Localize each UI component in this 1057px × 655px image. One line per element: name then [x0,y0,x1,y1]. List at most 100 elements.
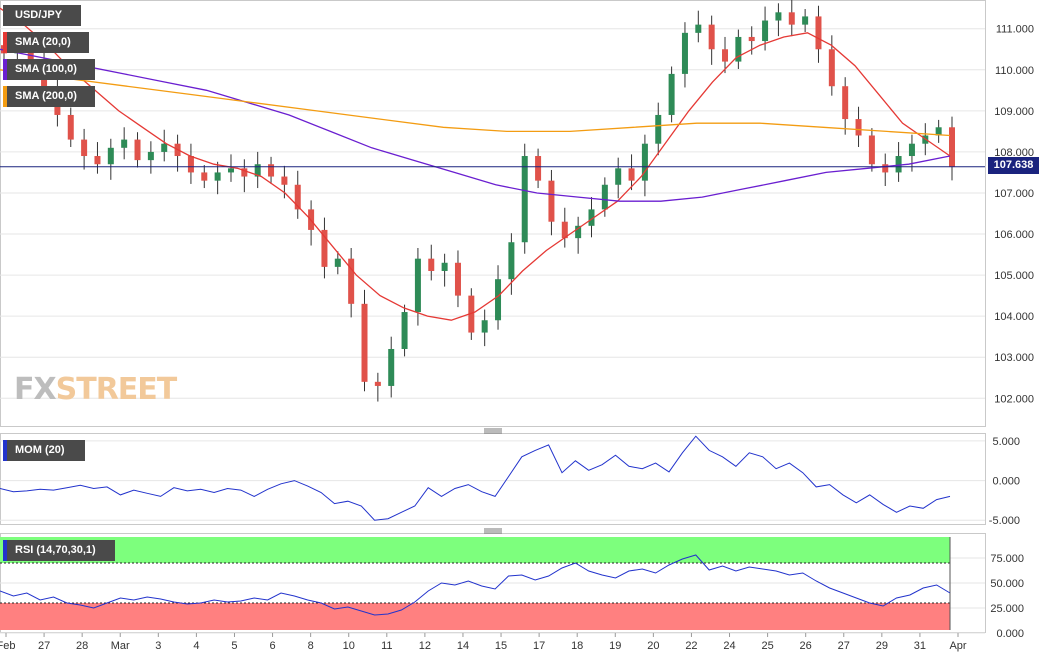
candle-body [895,156,902,173]
price-tick-label: 110.000 [995,65,1034,77]
symbol-text: USD/JPY [15,9,63,21]
x-tick-label: 5 [231,640,237,652]
candle-body [121,139,128,148]
candle-body [161,143,168,152]
price-tick-label: 103.000 [994,352,1034,364]
legend-rsi[interactable]: RSI (14,70,30,1) [3,540,115,561]
x-tick-label: Mar [111,640,130,652]
candle-body [882,164,889,173]
candle-body [294,184,301,210]
candle-body [321,229,328,267]
candle-body [655,114,662,144]
candle-body [788,12,795,25]
candle-body [908,143,915,157]
candle-body [428,258,435,271]
candle-body [67,114,74,140]
logo-fx: FX [14,372,57,407]
x-tick-label: 27 [838,640,850,652]
sma100-line [0,48,951,202]
legend-mom[interactable]: MOM (20) [3,440,85,461]
x-tick-label: 6 [269,640,275,652]
current-price-tag: 107.638 [988,157,1039,174]
legend-sma100[interactable]: SMA (100,0) [3,59,95,80]
x-tick-label: 10 [343,640,355,652]
candle-body [201,172,208,181]
sma100-swatch [3,59,7,80]
price-tick-label: 105.000 [994,270,1034,282]
candle-body [561,221,568,239]
momentum-line [0,435,951,521]
x-tick-label: 31 [914,640,926,652]
candle-body [508,242,515,280]
x-tick-label: 19 [609,640,621,652]
x-tick-label: 26 [800,640,812,652]
legend-sma200[interactable]: SMA (200,0) [3,86,95,107]
candle-body [842,86,849,120]
x-tick-label: 25 [761,640,773,652]
candle-body [441,262,448,271]
candle-body [535,156,542,181]
sma200-line [0,69,951,137]
candle-body [454,262,461,296]
candle-body [681,32,688,74]
candle-body [495,279,502,321]
symbol-label[interactable]: USD/JPY [3,5,81,26]
candle-body [481,320,488,333]
sma20-swatch [3,32,7,53]
candle-body [762,20,769,42]
candle-body [588,209,595,226]
sma200-swatch [3,86,7,107]
candle-body [935,127,942,136]
legend-sma20[interactable]: SMA (20,0) [3,32,89,53]
candle-body [401,312,408,349]
rsi-tick-label: 50.000 [990,578,1024,590]
candle-body [348,258,355,304]
candle-body [134,139,141,161]
x-tick-label: 17 [533,640,545,652]
x-tick-label: 28 [76,640,88,652]
x-tick-label: 24 [723,640,735,652]
candle-body [615,168,622,185]
candle-body [722,49,729,62]
candle-body [855,119,862,136]
x-tick-label: Apr [949,640,966,652]
candle-body [628,168,635,181]
candle-body [748,36,755,42]
x-tick-label: 18 [571,640,583,652]
fxstreet-logo: FXSTREET [14,372,178,407]
price-tick-label: 107.000 [994,188,1034,200]
mom-tick-label: 0.000 [992,476,1020,488]
price-tick-label: 104.000 [994,311,1034,323]
candle-body [641,143,648,181]
logo-street: STREET [55,372,178,407]
mom-tick-label: -5.000 [989,515,1020,527]
candle-body [388,348,395,386]
sma20-line [0,7,951,321]
candle-body [334,258,341,267]
candle-body [575,225,582,239]
candle-body [868,135,875,165]
x-tick-label: 29 [876,640,888,652]
candle-body [735,36,742,62]
candle-body [468,295,475,333]
candle-body [268,164,275,177]
candle-body [281,176,288,185]
candle-body [241,168,248,177]
sma20-label: SMA (20,0) [15,36,71,48]
candle-body [107,147,114,165]
price-tick-label: 106.000 [994,229,1034,241]
x-tick-label: 15 [495,640,507,652]
rsi-oversold-band [0,603,950,630]
mom-label: MOM (20) [15,444,65,456]
candle-body [949,127,955,167]
price-panel [0,0,986,427]
rsi-swatch [3,540,7,561]
sma100-label: SMA (100,0) [15,63,77,75]
x-tick-label: Feb [0,640,15,652]
candle-body [815,16,822,50]
x-tick-label: 27 [38,640,50,652]
mom-tick-label: 5.000 [992,436,1020,448]
rsi-tick-label: 75.000 [990,553,1024,565]
candle-body [548,180,555,222]
